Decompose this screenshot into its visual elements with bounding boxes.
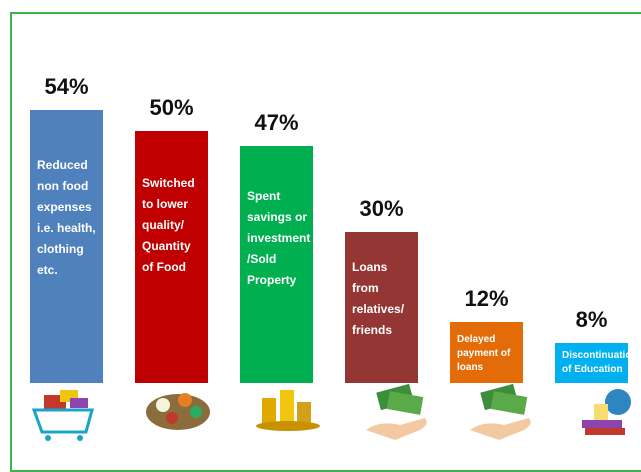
bar: Reduced non food expenses i.e. health, c… <box>30 110 103 383</box>
category-label: Reduced non food expenses i.e. health, c… <box>37 158 96 278</box>
bar: Loans from relatives/ friends <box>345 231 418 383</box>
value-label: 12% <box>464 286 509 312</box>
icons <box>31 383 631 441</box>
value-label: 47% <box>254 109 299 135</box>
bar: Discontinuation of Education <box>555 342 628 383</box>
category-label: Spent savings or investment /Sold Proper… <box>247 188 311 287</box>
bar: Delayed payment of loans <box>450 322 523 383</box>
category-label: Switched to lower quality/ Quantity of F… <box>142 176 195 275</box>
education-icon <box>582 389 631 435</box>
value-label: 30% <box>359 195 404 221</box>
coins-icon <box>256 390 320 431</box>
value-label: 8% <box>575 306 608 332</box>
value-label: 50% <box>149 94 194 120</box>
value-label: 54% <box>44 74 89 100</box>
bar: Switched to lower quality/ Quantity of F… <box>135 130 208 383</box>
category-label: Discontinuation of Education <box>562 350 628 376</box>
food-icon <box>146 393 210 430</box>
category-label: Delayed payment of loans <box>457 333 511 373</box>
money-hand-icon <box>366 383 427 440</box>
cart-icon <box>31 390 94 441</box>
bar: Spent savings or investment /Sold Proper… <box>240 145 313 383</box>
money-hand-icon <box>470 383 531 440</box>
category-label: Loans from relatives/ friends <box>352 260 405 338</box>
page: {"chart_data": {"type": "bar", "categori… <box>10 12 641 472</box>
